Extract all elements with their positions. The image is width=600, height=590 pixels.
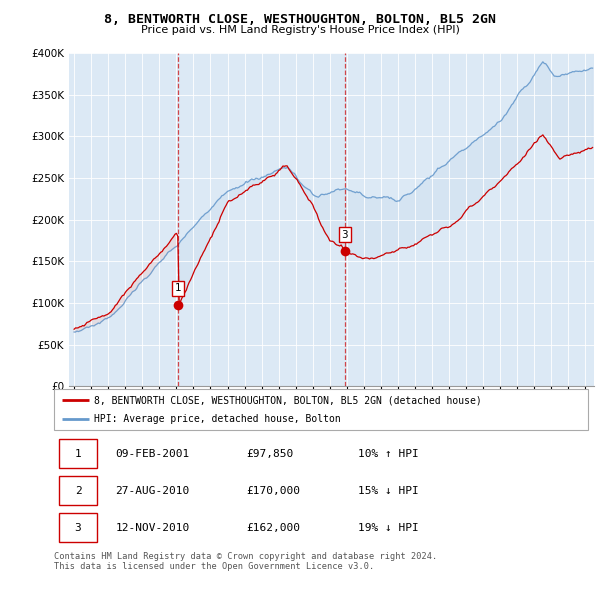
- Text: 8, BENTWORTH CLOSE, WESTHOUGHTON, BOLTON, BL5 2GN: 8, BENTWORTH CLOSE, WESTHOUGHTON, BOLTON…: [104, 13, 496, 26]
- Text: £162,000: £162,000: [246, 523, 300, 533]
- Text: 2: 2: [74, 486, 82, 496]
- Text: 12-NOV-2010: 12-NOV-2010: [115, 523, 190, 533]
- FancyBboxPatch shape: [59, 476, 97, 506]
- Text: 3: 3: [74, 523, 82, 533]
- Text: 10% ↑ HPI: 10% ↑ HPI: [358, 449, 419, 459]
- Text: 1: 1: [175, 283, 182, 293]
- Text: 19% ↓ HPI: 19% ↓ HPI: [358, 523, 419, 533]
- Text: 27-AUG-2010: 27-AUG-2010: [115, 486, 190, 496]
- Text: Contains HM Land Registry data © Crown copyright and database right 2024.
This d: Contains HM Land Registry data © Crown c…: [54, 552, 437, 571]
- Text: 1: 1: [74, 449, 82, 459]
- Text: £97,850: £97,850: [246, 449, 293, 459]
- Text: 8, BENTWORTH CLOSE, WESTHOUGHTON, BOLTON, BL5 2GN (detached house): 8, BENTWORTH CLOSE, WESTHOUGHTON, BOLTON…: [94, 395, 482, 405]
- Text: HPI: Average price, detached house, Bolton: HPI: Average price, detached house, Bolt…: [94, 415, 341, 424]
- Text: 09-FEB-2001: 09-FEB-2001: [115, 449, 190, 459]
- Text: 15% ↓ HPI: 15% ↓ HPI: [358, 486, 419, 496]
- Text: Price paid vs. HM Land Registry's House Price Index (HPI): Price paid vs. HM Land Registry's House …: [140, 25, 460, 35]
- Text: £170,000: £170,000: [246, 486, 300, 496]
- FancyBboxPatch shape: [59, 513, 97, 542]
- Text: 3: 3: [341, 230, 348, 240]
- FancyBboxPatch shape: [54, 389, 588, 430]
- FancyBboxPatch shape: [59, 439, 97, 468]
